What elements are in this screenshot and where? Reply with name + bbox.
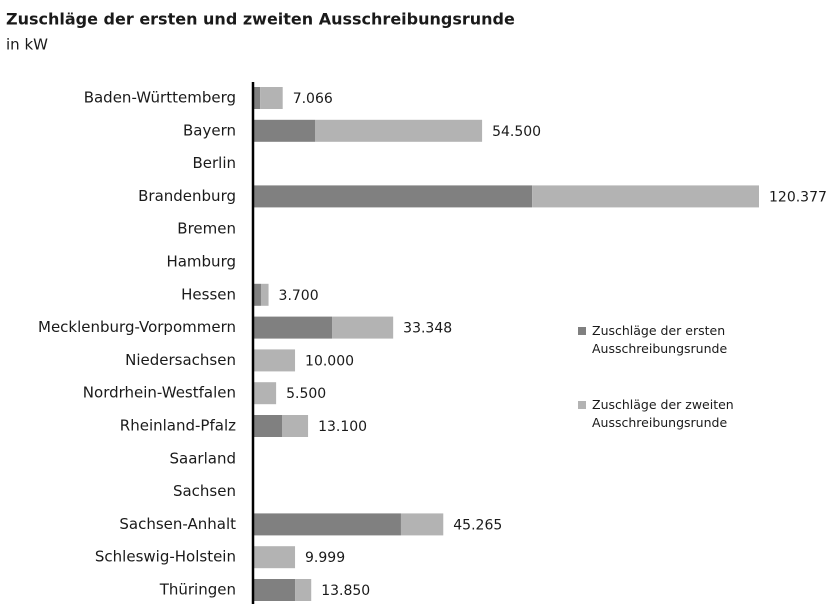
- bar-segment: [295, 579, 312, 601]
- y-tick-label: Baden-Württemberg: [84, 89, 236, 107]
- total-label: 5.500: [286, 386, 326, 402]
- bar-segment: [400, 513, 444, 536]
- total-label: 3.700: [279, 288, 319, 304]
- bar-segment: [282, 415, 309, 437]
- y-tick-label: Schleswig-Holstein: [95, 548, 236, 566]
- total-label: 13.100: [318, 419, 367, 435]
- y-tick-label: Thüringen: [159, 581, 236, 599]
- legend-line: Zuschläge der zweiten: [592, 397, 734, 412]
- y-tick-label: Brandenburg: [138, 187, 236, 205]
- total-label: 7.066: [293, 91, 333, 107]
- total-label: 33.348: [403, 321, 452, 337]
- bar-segment: [253, 87, 261, 109]
- legend-line: Zuschläge der ersten: [592, 323, 725, 338]
- y-tick-label: Bayern: [183, 121, 236, 139]
- bar-segment: [253, 185, 533, 208]
- bar-segment: [532, 185, 759, 208]
- y-tick-label: Niedersachsen: [125, 351, 236, 369]
- bar-segment: [253, 513, 401, 536]
- total-label: 54.500: [492, 124, 541, 140]
- y-tick-label: Mecklenburg-Vorpommern: [38, 318, 236, 336]
- bar-segment: [253, 349, 296, 372]
- bar-segment: [315, 119, 483, 142]
- legend-line: Ausschreibungsrunde: [592, 341, 727, 356]
- legend-label: Zuschläge der zweiten Ausschreibungsrunde: [592, 397, 734, 430]
- y-tick-label: Hamburg: [166, 253, 236, 271]
- y-tick-label: Nordrhein-Westfalen: [83, 384, 236, 402]
- total-label: 10.000: [305, 353, 354, 369]
- total-label: 120.377: [769, 189, 827, 205]
- y-tick-label: Bremen: [177, 220, 236, 238]
- total-label: 45.265: [453, 517, 502, 533]
- bar-segment: [253, 283, 261, 306]
- y-tick-label: Rheinland-Pfalz: [120, 417, 236, 435]
- y-tick-label: Saarland: [170, 449, 236, 467]
- chart-title: Zuschläge der ersten und zweiten Ausschr…: [6, 10, 515, 29]
- bar-segment: [253, 316, 333, 339]
- legend-line: Ausschreibungsrunde: [592, 415, 727, 430]
- bar-segment: [253, 415, 283, 437]
- chart-subtitle: in kW: [6, 36, 48, 54]
- legend-swatch: [578, 401, 586, 409]
- y-tick-label: Sachsen-Anhalt: [119, 515, 236, 533]
- legend-swatch: [578, 327, 586, 335]
- bar-segment: [253, 546, 296, 569]
- legend-label: Zuschläge der ersten Ausschreibungsrunde: [592, 323, 727, 356]
- bar-segment: [253, 119, 316, 142]
- y-tick-label: Hessen: [181, 285, 236, 303]
- bar-segment: [332, 316, 394, 339]
- y-tick-label: Berlin: [192, 154, 236, 172]
- bar-segment: [260, 87, 283, 109]
- bar-segment: [253, 382, 277, 405]
- bar-segment: [253, 579, 296, 601]
- bar-segment: [260, 283, 269, 306]
- total-label: 9.999: [305, 550, 345, 566]
- total-label: 13.850: [321, 583, 370, 599]
- y-tick-label: Sachsen: [173, 482, 236, 500]
